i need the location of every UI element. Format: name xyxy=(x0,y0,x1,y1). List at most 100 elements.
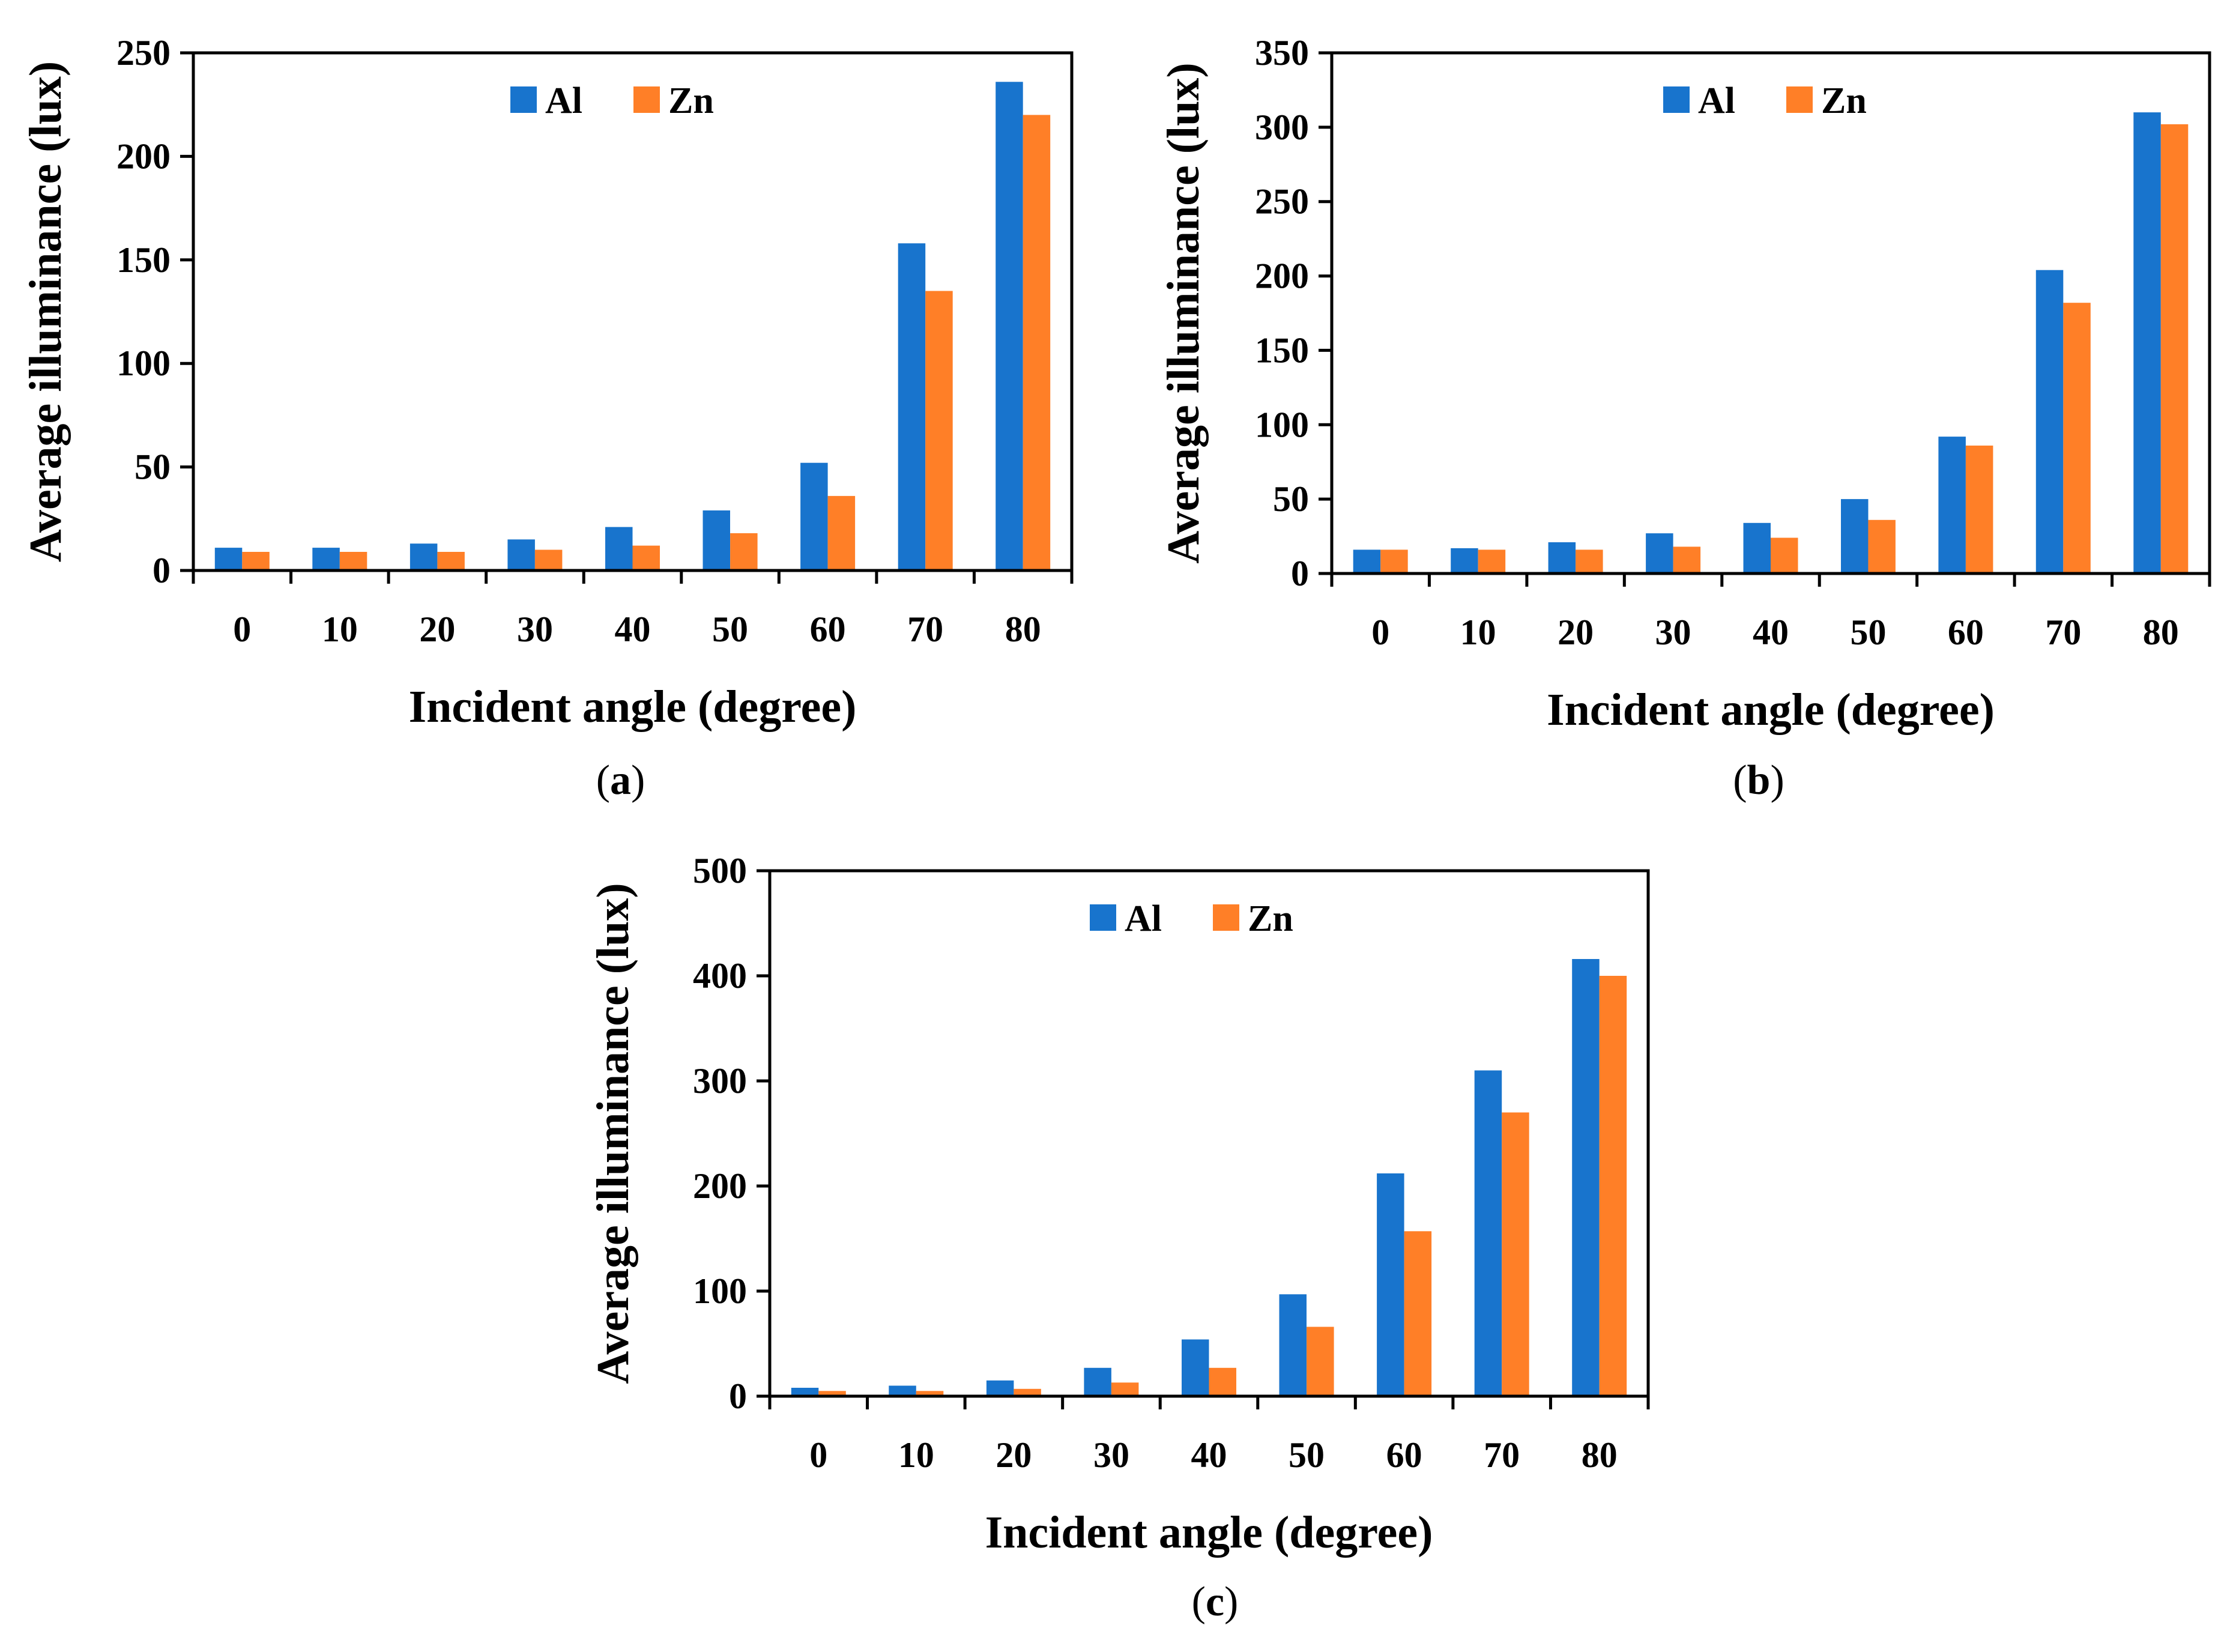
x-tick-label: 30 xyxy=(1655,613,1691,652)
bar-zn-60 xyxy=(1965,446,1993,573)
y-tick-label: 200 xyxy=(116,136,171,176)
y-tick-label: 350 xyxy=(1255,33,1309,73)
bar-al-60 xyxy=(1938,437,1966,573)
bar-al-40 xyxy=(1743,522,1771,573)
x-tick-label: 70 xyxy=(1484,1435,1520,1475)
x-tick-label: 20 xyxy=(996,1435,1032,1475)
x-tick-label: 70 xyxy=(2045,613,2081,652)
x-axis-title: Incident angle (degree) xyxy=(985,1507,1433,1558)
x-axis-title: Incident angle (degree) xyxy=(1547,685,1995,735)
plot-frame xyxy=(192,51,1074,572)
legend-swatch-zn xyxy=(1786,86,1813,113)
legend-label-al: Al xyxy=(545,80,582,121)
bar-zn-30 xyxy=(1673,546,1701,573)
y-tick-label: 150 xyxy=(116,240,171,280)
plot-frame xyxy=(768,869,1650,1398)
bar-zn-70 xyxy=(925,291,953,570)
bar-zn-20 xyxy=(1576,549,1603,573)
x-tick-label: 50 xyxy=(1850,613,1886,652)
x-tick-label: 10 xyxy=(322,610,358,649)
x-tick-label: 40 xyxy=(1753,613,1789,652)
x-tick-label: 50 xyxy=(712,610,748,649)
bar-zn-50 xyxy=(1307,1327,1334,1396)
legend: Al Zn xyxy=(1090,898,1293,939)
bar-zn-60 xyxy=(827,495,856,570)
bar-al-30 xyxy=(1084,1367,1111,1397)
y-axis-title: Average illuminance (lux) xyxy=(20,61,71,562)
bar-al-80 xyxy=(2133,112,2161,574)
y-axis-title: Average illuminance (lux) xyxy=(1158,62,1209,563)
bar-al-70 xyxy=(898,243,926,570)
y-tick-label: 0 xyxy=(1291,554,1309,593)
x-tick-label: 30 xyxy=(517,610,553,649)
bar-al-60 xyxy=(1377,1173,1404,1396)
legend-swatch-zn xyxy=(633,86,660,113)
legend-label-al: Al xyxy=(1125,898,1162,939)
x-tick-label: 70 xyxy=(907,610,943,649)
bar-al-40 xyxy=(1182,1339,1209,1396)
y-tick-label: 250 xyxy=(116,33,171,73)
x-tick-label: 20 xyxy=(1558,613,1594,652)
x-tick-label: 10 xyxy=(1460,613,1496,652)
chart-panel-a: 0 50 100 150 200 250 0 10 20 30 40 50 60 70 80 Incident… xyxy=(20,33,1074,803)
bar-al-80 xyxy=(1572,959,1600,1396)
bar-al-10 xyxy=(889,1385,916,1396)
bar-zn-80 xyxy=(1599,976,1627,1396)
bar-zn-50 xyxy=(730,533,758,570)
bar-al-30 xyxy=(1646,533,1673,573)
bar-al-50 xyxy=(1841,499,1869,573)
bar-zn-80 xyxy=(1023,115,1051,570)
bar-al-20 xyxy=(409,543,438,570)
x-tick-label: 0 xyxy=(233,610,251,649)
bar-zn-0 xyxy=(1380,549,1408,573)
bar-zn-0 xyxy=(818,1391,846,1397)
x-tick-label: 40 xyxy=(615,610,651,649)
bar-zn-20 xyxy=(1014,1388,1041,1397)
x-tick-label: 0 xyxy=(809,1435,827,1475)
bar-zn-10 xyxy=(1478,549,1506,573)
bar-al-80 xyxy=(996,82,1023,571)
legend-swatch-al xyxy=(510,86,537,113)
bar-zn-30 xyxy=(534,549,563,570)
panel-label: (a) xyxy=(596,757,645,803)
x-tick-label: 60 xyxy=(1948,613,1984,652)
bar-al-50 xyxy=(1279,1294,1307,1397)
legend-label-al: Al xyxy=(1698,80,1735,121)
bar-zn-60 xyxy=(1404,1231,1432,1397)
y-tick-label: 100 xyxy=(116,343,171,383)
legend: Al Zn xyxy=(510,80,714,121)
y-axis-title: Average illuminance (lux) xyxy=(588,883,638,1384)
bar-zn-70 xyxy=(1502,1112,1529,1396)
bar-zn-40 xyxy=(1771,537,1798,573)
bar-al-10 xyxy=(312,548,340,570)
y-tick-label: 100 xyxy=(693,1271,747,1311)
bar-al-0 xyxy=(1353,549,1381,573)
panel-label: (c) xyxy=(1192,1579,1239,1625)
x-tick-label: 80 xyxy=(1005,610,1041,649)
y-tick-label: 50 xyxy=(1273,479,1309,519)
bar-zn-30 xyxy=(1111,1382,1139,1397)
y-tick-label: 300 xyxy=(693,1061,747,1101)
bar-al-70 xyxy=(2035,270,2064,573)
bar-zn-40 xyxy=(632,545,660,570)
legend-label-zn: Zn xyxy=(1821,80,1867,121)
bar-zn-70 xyxy=(2063,303,2091,573)
bar-al-20 xyxy=(986,1380,1014,1397)
bar-zn-10 xyxy=(339,552,367,570)
y-tick-label: 0 xyxy=(153,551,171,590)
x-tick-label: 0 xyxy=(1371,613,1389,652)
bar-al-20 xyxy=(1548,542,1576,573)
bar-zn-0 xyxy=(242,552,270,570)
legend: Al Zn xyxy=(1663,80,1867,121)
bar-zn-10 xyxy=(916,1391,944,1397)
y-tick-label: 50 xyxy=(134,447,171,487)
chart-panel-b: 0 50 100 150 200 250 300 350 0 10 20 30 40 50 60 70 80 In… xyxy=(1158,33,2211,803)
bar-zn-40 xyxy=(1209,1367,1236,1397)
legend-swatch-al xyxy=(1090,904,1116,931)
x-tick-label: 30 xyxy=(1093,1435,1129,1475)
legend-swatch-zn xyxy=(1213,904,1239,931)
y-tick-label: 300 xyxy=(1255,107,1309,147)
bar-al-50 xyxy=(703,510,730,570)
bar-al-10 xyxy=(1451,548,1478,573)
